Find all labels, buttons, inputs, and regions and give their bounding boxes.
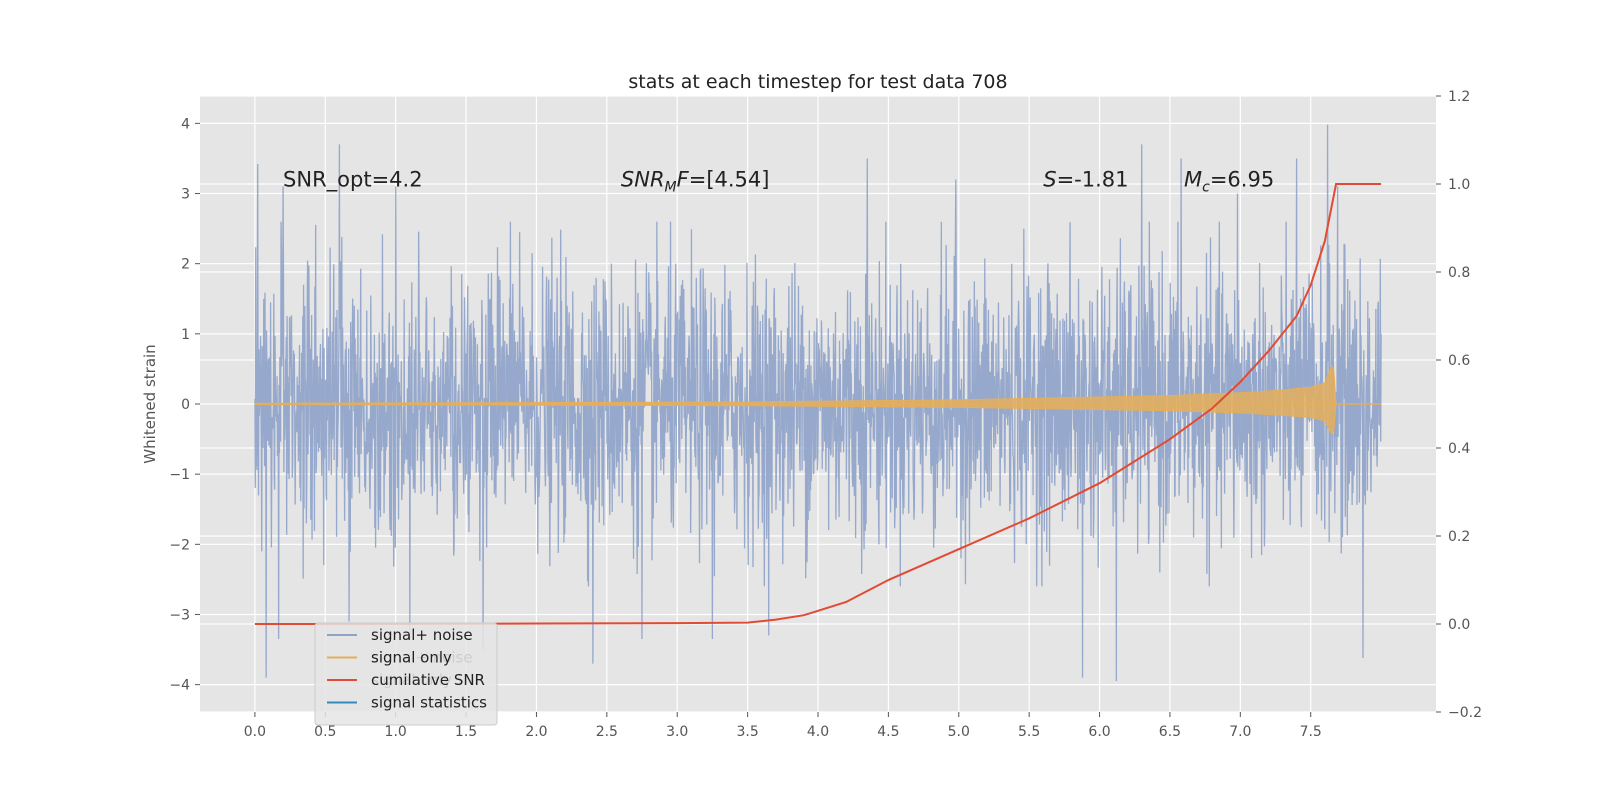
mc-annotation: Mc=6.95 bbox=[1184, 168, 1274, 196]
legend-ghost-label: signal only bbox=[371, 671, 452, 689]
snr-opt-annotation: SNR_opt=4.2 bbox=[283, 168, 423, 193]
y-tick-label: −4 bbox=[169, 678, 190, 694]
y-tick-label: −2 bbox=[169, 537, 190, 553]
legend-label: signal only bbox=[371, 649, 452, 667]
legend-label: signal statistics bbox=[371, 694, 487, 712]
y-tick-label: 0 bbox=[181, 397, 190, 413]
snr-mf-annotation: SNRMF=[4.54] bbox=[621, 168, 770, 196]
x-tick-label: 4.0 bbox=[807, 724, 829, 740]
series-layer bbox=[254, 124, 1382, 682]
signal-noise-line bbox=[254, 124, 1382, 682]
x-tick-label: 0.0 bbox=[244, 724, 266, 740]
annotations: SNR_opt=4.2 SNRMF=[4.54] S=-1.81 Mc=6.95 bbox=[283, 168, 1274, 196]
x-tick-label: 3.5 bbox=[736, 724, 758, 740]
chart-title: stats at each timestep for test data 708 bbox=[628, 71, 1007, 93]
legend-label: cumilative SNR bbox=[371, 671, 485, 689]
y-tick-label: −3 bbox=[169, 607, 190, 623]
y-tick-label: 2 bbox=[181, 257, 190, 273]
right-y-tick-label: 0.2 bbox=[1448, 529, 1470, 545]
right-y-tick-label: 1.0 bbox=[1448, 177, 1470, 193]
right-y-tick-label: −0.2 bbox=[1448, 705, 1482, 721]
x-tick-label: 1.0 bbox=[385, 724, 407, 740]
x-tick-label: 0.5 bbox=[314, 724, 336, 740]
s-annotation: S=-1.81 bbox=[1043, 168, 1128, 192]
x-tick-label: 3.0 bbox=[666, 724, 688, 740]
x-tick-label: 7.0 bbox=[1229, 724, 1251, 740]
right-y-tick-label: 0.4 bbox=[1448, 441, 1470, 457]
x-tick-label: 5.0 bbox=[948, 724, 970, 740]
y-tick-label: 1 bbox=[181, 327, 190, 343]
x-tick-label: 6.5 bbox=[1159, 724, 1181, 740]
right-y-tick-label: 0.0 bbox=[1448, 617, 1470, 633]
y-tick-label: −1 bbox=[169, 467, 190, 483]
x-tick-label: 7.5 bbox=[1300, 724, 1322, 740]
axes-layer: 0.0 0.5 1.0 1.5 2.0 2.5 3.0 3.5 4.0 4.5 5.0 5.5 6.0 6… bbox=[169, 89, 1482, 740]
legend-label: signal+ noise bbox=[371, 626, 473, 644]
right-y-tick-label: 1.2 bbox=[1448, 89, 1470, 105]
legend-box bbox=[314, 622, 498, 726]
right-y-tick-label: 0.8 bbox=[1448, 265, 1470, 281]
x-tick-label: 2.5 bbox=[596, 724, 618, 740]
cumulative-snr-line bbox=[254, 183, 1382, 625]
y-tick-label: 4 bbox=[181, 116, 190, 132]
y-tick-label: 3 bbox=[181, 187, 190, 203]
x-tick-label: 1.5 bbox=[455, 724, 477, 740]
x-tick-label: 6.0 bbox=[1088, 724, 1110, 740]
y-axis-label: Whitened strain bbox=[141, 344, 159, 463]
legend-ghost-label: signal+ noise bbox=[371, 649, 473, 667]
x-tick-label: 5.5 bbox=[1018, 724, 1040, 740]
x-tick-label: 2.0 bbox=[525, 724, 547, 740]
x-tick-label: 4.5 bbox=[877, 724, 899, 740]
right-y-tick-label: 0.6 bbox=[1448, 353, 1470, 369]
